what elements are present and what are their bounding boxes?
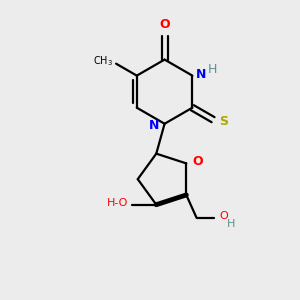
Text: O: O [193, 154, 203, 168]
Text: H: H [208, 63, 217, 76]
Text: O: O [219, 211, 228, 221]
Text: O: O [159, 18, 170, 31]
Text: S: S [220, 115, 229, 128]
Text: N: N [196, 68, 206, 81]
Text: H-O: H-O [106, 198, 128, 208]
Text: N: N [149, 119, 159, 132]
Text: H: H [227, 219, 236, 229]
Text: CH$_3$: CH$_3$ [93, 54, 113, 68]
